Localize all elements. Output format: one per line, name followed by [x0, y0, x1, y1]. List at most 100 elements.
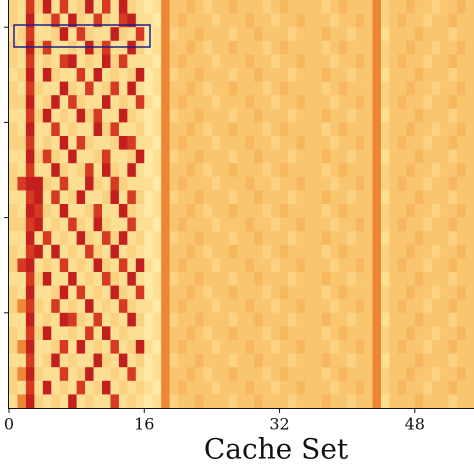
cell: [135, 136, 145, 150]
cell: [254, 68, 263, 82]
cell: [321, 13, 331, 28]
cell: [279, 299, 289, 314]
cell: [135, 353, 145, 368]
cell: [68, 353, 77, 368]
cell: [271, 272, 280, 286]
cell: [178, 68, 187, 82]
cell: [127, 176, 137, 191]
cell: [245, 258, 255, 273]
cell: [127, 27, 137, 42]
cell: [389, 394, 399, 409]
cell: [389, 54, 399, 69]
cell: [364, 394, 373, 409]
cell: [178, 258, 187, 273]
cell: [17, 285, 27, 300]
cell: [135, 163, 145, 178]
cell: [186, 149, 196, 164]
cell: [85, 163, 94, 178]
cell: [338, 68, 348, 82]
cell: [203, 176, 213, 191]
cell: [397, 136, 407, 150]
cell: [42, 353, 52, 368]
cell: [431, 299, 441, 314]
cell: [76, 95, 86, 110]
cell: [34, 394, 44, 409]
cell: [406, 163, 416, 178]
cell: [9, 394, 18, 409]
cell: [51, 81, 61, 96]
cell: [93, 217, 103, 232]
cell: [372, 190, 382, 205]
cell: [389, 95, 399, 110]
cell: [161, 27, 170, 42]
cell: [347, 108, 356, 123]
cell: [279, 231, 289, 246]
cell: [161, 326, 170, 341]
cell: [313, 299, 323, 314]
cell: [254, 204, 263, 218]
cell: [25, 0, 35, 14]
cell: [355, 272, 365, 286]
cell: [355, 244, 365, 259]
cell: [313, 326, 323, 341]
cell: [161, 258, 170, 273]
cell: [313, 108, 323, 123]
cell: [355, 68, 365, 82]
cell: [381, 27, 390, 42]
cell: [406, 272, 416, 286]
cell: [271, 54, 280, 69]
cell: [431, 176, 441, 191]
cell: [414, 108, 424, 123]
cell: [440, 326, 449, 341]
cell: [228, 353, 238, 368]
cell: [110, 231, 120, 246]
cell: [195, 13, 204, 28]
cell: [406, 68, 416, 82]
cell: [431, 0, 441, 14]
cell: [85, 190, 94, 205]
cell: [68, 258, 77, 273]
cell: [279, 108, 289, 123]
cell: [313, 68, 323, 82]
cell: [118, 312, 128, 327]
cell: [228, 95, 238, 110]
cell: [186, 108, 196, 123]
cell: [372, 380, 382, 395]
cell: [389, 380, 399, 395]
cell: [102, 244, 111, 259]
cell: [110, 0, 120, 14]
cell: [135, 394, 145, 409]
cell: [195, 0, 204, 14]
cell: [144, 312, 154, 327]
cell: [178, 95, 187, 110]
cell: [144, 68, 154, 82]
cell: [262, 340, 272, 354]
cell: [440, 122, 449, 137]
cell: [338, 312, 348, 327]
cell: [195, 40, 204, 55]
cell: [186, 258, 196, 273]
cell: [330, 217, 340, 232]
cell: [178, 149, 187, 164]
cell: [152, 27, 162, 42]
cell: [118, 340, 128, 354]
cell: [118, 0, 128, 14]
cell: [178, 40, 187, 55]
cell: [304, 27, 314, 42]
cell: [178, 326, 187, 341]
cell: [203, 258, 213, 273]
cell: [465, 340, 474, 354]
cell: [296, 353, 306, 368]
cell: [381, 204, 390, 218]
cell: [51, 299, 61, 314]
cell: [262, 149, 272, 164]
cell: [296, 122, 306, 137]
cell: [161, 231, 170, 246]
cell: [364, 285, 373, 300]
cell: [414, 81, 424, 96]
cell: [25, 13, 35, 28]
cell: [313, 285, 323, 300]
cell: [414, 190, 424, 205]
cell: [448, 312, 458, 327]
